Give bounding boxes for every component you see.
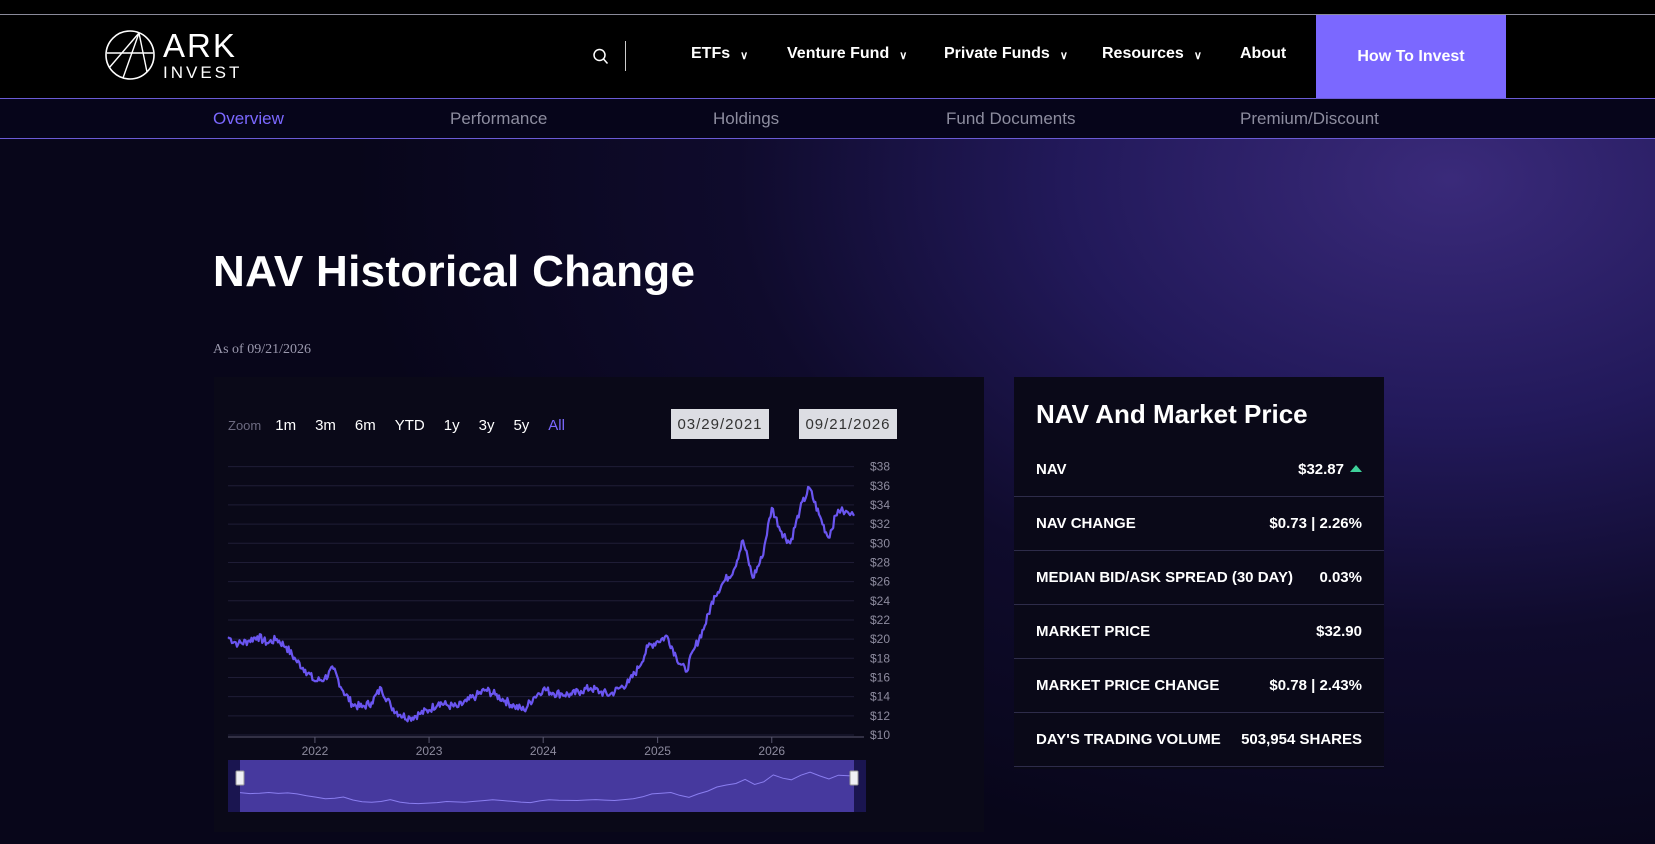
navigator-handle bbox=[235, 770, 245, 786]
as-of-date: As of 09/21/2026 bbox=[213, 342, 311, 357]
y-tick-label: $30 bbox=[870, 536, 890, 550]
nav-item-etfs[interactable]: ETFs ∨ bbox=[691, 45, 748, 63]
x-tick-label: 2025 bbox=[644, 744, 671, 758]
zoom-ytd-button[interactable]: YTD bbox=[394, 417, 425, 434]
stat-label: DAY'S TRADING VOLUME bbox=[1036, 731, 1221, 748]
stat-value: $32.87 bbox=[1298, 461, 1344, 478]
stats-title: NAV And Market Price bbox=[1036, 399, 1308, 429]
fund-subnav: Overview Performance Holdings Fund Docum… bbox=[0, 99, 1655, 139]
stat-label: MEDIAN BID/ASK SPREAD (30 DAY) bbox=[1036, 569, 1293, 586]
tab-premium-discount[interactable]: Premium/Discount bbox=[1240, 109, 1379, 128]
stat-value: $0.73 | 2.26% bbox=[1269, 515, 1362, 532]
stat-row-trading-volume: DAY'S TRADING VOLUME 503,954 SHARES bbox=[1014, 713, 1384, 767]
navigator-selection bbox=[240, 760, 854, 812]
stat-value: $0.78 | 2.43% bbox=[1269, 677, 1362, 694]
stat-value: $32.90 bbox=[1316, 623, 1362, 640]
from-date-input[interactable]: 03/29/2021 bbox=[671, 409, 769, 439]
zoom-label: Zoom bbox=[228, 418, 262, 433]
y-tick-label: $26 bbox=[870, 575, 890, 589]
y-tick-label: $12 bbox=[870, 709, 890, 723]
nav-item-label: Venture Fund bbox=[787, 45, 890, 62]
y-tick-label: $38 bbox=[870, 460, 890, 474]
chevron-down-icon: ∨ bbox=[899, 49, 908, 62]
y-tick-label: $34 bbox=[870, 498, 890, 512]
nav-item-label: Private Funds bbox=[944, 45, 1050, 62]
chevron-down-icon: ∨ bbox=[740, 49, 749, 62]
stat-label: MARKET PRICE CHANGE bbox=[1036, 677, 1220, 694]
stat-row-nav: NAV $32.87 bbox=[1014, 443, 1384, 497]
y-tick-label: $16 bbox=[870, 670, 890, 684]
zoom-3y-button[interactable]: 3y bbox=[478, 417, 495, 434]
stat-label: MARKET PRICE bbox=[1036, 623, 1151, 640]
trend-up-icon bbox=[1350, 465, 1362, 472]
tab-holdings[interactable]: Holdings bbox=[713, 109, 780, 128]
nav-market-price-card: NAV And Market Price NAV $32.87 NAV CHAN… bbox=[1014, 377, 1384, 769]
y-tick-label: $20 bbox=[870, 632, 890, 646]
to-date-input[interactable]: 09/21/2026 bbox=[799, 409, 897, 439]
how-to-invest-button[interactable]: How To Invest bbox=[1316, 15, 1506, 98]
nav-item-label: ETFs bbox=[691, 45, 731, 62]
nav-line-chart: $10 $12 $14 $16 $18 $20 $22 $24 $26 $28 $30 $32 $34 $… bbox=[227, 460, 890, 812]
nav-item-venture-fund[interactable]: Venture Fund ∨ bbox=[787, 45, 907, 63]
stat-label: NAV bbox=[1036, 461, 1067, 478]
zoom-5y-button[interactable]: 5y bbox=[513, 417, 530, 434]
navigator-handle bbox=[849, 770, 859, 786]
chevron-down-icon: ∨ bbox=[1193, 49, 1202, 62]
top-strip bbox=[0, 0, 1655, 15]
stat-row-median-spread: MEDIAN BID/ASK SPREAD (30 DAY) 0.03% bbox=[1014, 551, 1384, 605]
logo-ark-text: ARK bbox=[163, 27, 237, 64]
x-tick-label: 2024 bbox=[530, 744, 557, 758]
tab-performance[interactable]: Performance bbox=[450, 109, 548, 128]
zoom-1m-button[interactable]: 1m bbox=[275, 417, 297, 434]
nav-item-about[interactable]: About bbox=[1240, 45, 1286, 63]
nav-item-resources[interactable]: Resources ∨ bbox=[1102, 45, 1202, 63]
stat-value: 503,954 SHARES bbox=[1241, 731, 1362, 748]
y-tick-label: $28 bbox=[870, 555, 890, 569]
navigator-series-line bbox=[239, 771, 855, 805]
nav-item-label: About bbox=[1240, 45, 1287, 62]
nav-chart-card: Zoom 1m 3m 6m YTD 1y 3y 5y All 03/29/202… bbox=[214, 377, 984, 832]
y-tick-label: $36 bbox=[870, 479, 890, 493]
zoom-6m-button[interactable]: 6m bbox=[354, 417, 376, 434]
tab-fund-documents[interactable]: Fund Documents bbox=[946, 109, 1076, 128]
x-tick-label: 2023 bbox=[416, 744, 443, 758]
nav-series-line bbox=[227, 485, 855, 723]
nav-item-private-funds[interactable]: Private Funds ∨ bbox=[944, 45, 1068, 63]
stat-row-nav-change: NAV CHANGE $0.73 | 2.26% bbox=[1014, 497, 1384, 551]
tab-overview[interactable]: Overview bbox=[213, 109, 284, 128]
x-tick-label: 2022 bbox=[302, 744, 329, 758]
x-tick-label: 2026 bbox=[758, 744, 785, 758]
stat-row-market-price: MARKET PRICE $32.90 bbox=[1014, 605, 1384, 659]
zoom-controls: Zoom 1m 3m 6m YTD 1y 3y 5y All bbox=[228, 417, 584, 434]
y-tick-label: $14 bbox=[870, 690, 890, 704]
zoom-all-button[interactable]: All bbox=[548, 417, 565, 434]
y-tick-label: $24 bbox=[870, 594, 890, 608]
search-icon[interactable] bbox=[592, 47, 610, 67]
logo-invest-text: INVEST bbox=[163, 63, 243, 82]
y-tick-label: $32 bbox=[870, 517, 890, 531]
ark-logo[interactable]: ARK INVEST bbox=[103, 27, 253, 83]
stat-value: 0.03% bbox=[1319, 569, 1362, 586]
page-title: NAV Historical Change bbox=[213, 247, 696, 296]
site-header: ARK INVEST ETFs ∨ Venture Fund ∨ Private F… bbox=[0, 15, 1655, 99]
y-tick-label: $10 bbox=[870, 728, 890, 742]
chevron-down-icon: ∨ bbox=[1059, 49, 1068, 62]
stat-label: NAV CHANGE bbox=[1036, 515, 1136, 532]
zoom-1y-button[interactable]: 1y bbox=[443, 417, 460, 434]
nav-divider bbox=[625, 41, 626, 71]
nav-item-label: Resources bbox=[1102, 45, 1184, 62]
y-tick-label: $22 bbox=[870, 613, 890, 627]
y-tick-label: $18 bbox=[870, 651, 890, 665]
stat-row-market-price-change: MARKET PRICE CHANGE $0.78 | 2.43% bbox=[1014, 659, 1384, 713]
zoom-3m-button[interactable]: 3m bbox=[315, 417, 336, 434]
ark-logo-mark-icon bbox=[105, 30, 155, 80]
